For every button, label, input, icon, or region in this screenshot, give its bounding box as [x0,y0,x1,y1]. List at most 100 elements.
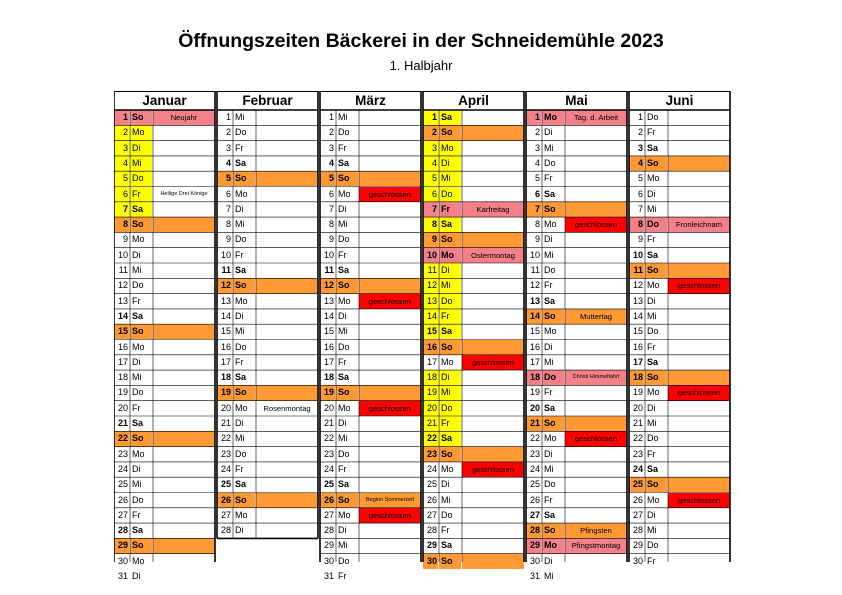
month-header: Januar [142,93,187,108]
day-row: 16 So [423,339,524,355]
weekday: Mi [235,219,245,230]
weekday: Di [544,555,553,566]
weekday: Fr [544,280,553,291]
day-number: 25 [426,479,437,490]
day-number: 27 [426,509,437,520]
day-note-empty [153,324,215,340]
day-row: 27 Di [629,508,730,523]
weekday: Di [132,571,141,581]
weekday: Fr [338,463,347,474]
day-number: 29 [632,540,643,551]
day-row: 3 Mo [423,140,524,156]
day-note-empty [462,446,524,462]
day-row: 17 Fr [320,355,421,370]
day-row: 25 Mi [114,477,215,492]
day-number: 23 [323,448,334,459]
day-number: 31 [117,571,128,581]
day-row: 18 Di [423,370,524,386]
day-row: 21 Di [320,416,421,431]
day-row: 12 Do [114,278,215,293]
day-row: 30 Di [526,554,627,569]
day-number: 22 [323,433,334,444]
day-number: 1 [225,112,231,122]
day-row: 15 Do [629,324,730,339]
day-row: 6 Mo geschlossen [320,186,421,202]
day-number: 15 [323,326,334,337]
day-number: 21 [632,418,643,428]
day-note: geschlossen [359,186,421,202]
day-row: 6 Do [423,186,524,202]
day-row: 5 Mi [423,171,524,187]
day-row: 29 Mi [320,538,421,553]
day-number: 27 [117,509,128,520]
weekday: Mi [235,112,245,122]
day-number: 17 [220,356,231,367]
day-number: 23 [220,448,231,459]
day-note: geschlossen [359,400,421,416]
day-note: Karfreitag [462,201,524,218]
day-row: 27 Fr [114,508,215,523]
day-number: 12 [529,280,540,291]
day-row: 17 Fr [217,355,318,370]
day-number: 18 [423,370,438,386]
day-row: 10 Mo Ostermontag [423,247,524,263]
weekday: Fr [235,356,244,367]
day-row: 7 Sa [114,201,215,218]
day-number: 1 [328,112,334,122]
weekday: Fr [439,201,461,218]
weekday: Fr [235,463,244,474]
weekday: Do [645,217,667,233]
day-row: 28 Fr [423,523,524,538]
day-row: 8 So [114,217,215,233]
day-row: 1 Mi [217,110,318,125]
weekday: Mi [132,265,142,275]
day-number: 25 [529,479,540,490]
day-row: 9 Do [320,232,421,247]
day-row: 14 Mi [629,309,730,324]
day-row: 20 Mo Rosenmontag [217,401,318,416]
weekday: Di [647,402,656,413]
day-number: 31 [323,571,334,581]
weekday: Sa [439,110,461,126]
day-note-empty [256,492,318,508]
day-row: 13 Di [629,294,730,309]
day-row: 18 Sa [217,370,318,385]
day-number: 3 [534,142,540,153]
day-row: 11 So [629,263,730,279]
day-number: 26 [632,494,643,505]
weekday: Mo [647,280,660,291]
day-number: 29 [526,538,541,554]
day-row: 2 Fr [629,125,730,140]
day-number: 1 [526,110,541,126]
weekday: Di [235,525,244,536]
day-number: 6 [328,188,334,199]
weekday: Sa [544,509,556,520]
day-row: 7 Mi [629,202,730,217]
day-number: 19 [320,385,335,401]
weekday: Do [235,448,247,459]
day-row: 8 Sa [423,217,524,233]
day-number: 28 [526,523,541,539]
weekday: So [336,385,358,401]
day-number: 8 [423,217,438,233]
day-row: 22 Mi [217,431,318,446]
day-row: 29 Sa [423,538,524,553]
day-note-empty [153,217,215,233]
day-row: 5 Mo [629,171,730,186]
day-row: 4 Sa [217,156,318,171]
grid-lines [114,91,731,562]
day-row: 28 So Pfingsten [526,523,627,539]
weekday: Sa [338,157,350,168]
day-number: 4 [423,155,438,172]
day-row: 4 So [629,155,730,172]
day-row: 18 Mi [114,370,215,385]
weekday: Fr [544,387,553,398]
weekday: Mo [235,509,248,520]
day-number: 11 [118,265,128,275]
day-number: 25 [629,477,644,493]
day-number: 27 [529,509,540,520]
day-note: geschlossen [565,217,627,233]
day-number: 10 [117,249,128,260]
weekday: Fr [647,341,656,352]
weekday: Mi [544,249,554,260]
